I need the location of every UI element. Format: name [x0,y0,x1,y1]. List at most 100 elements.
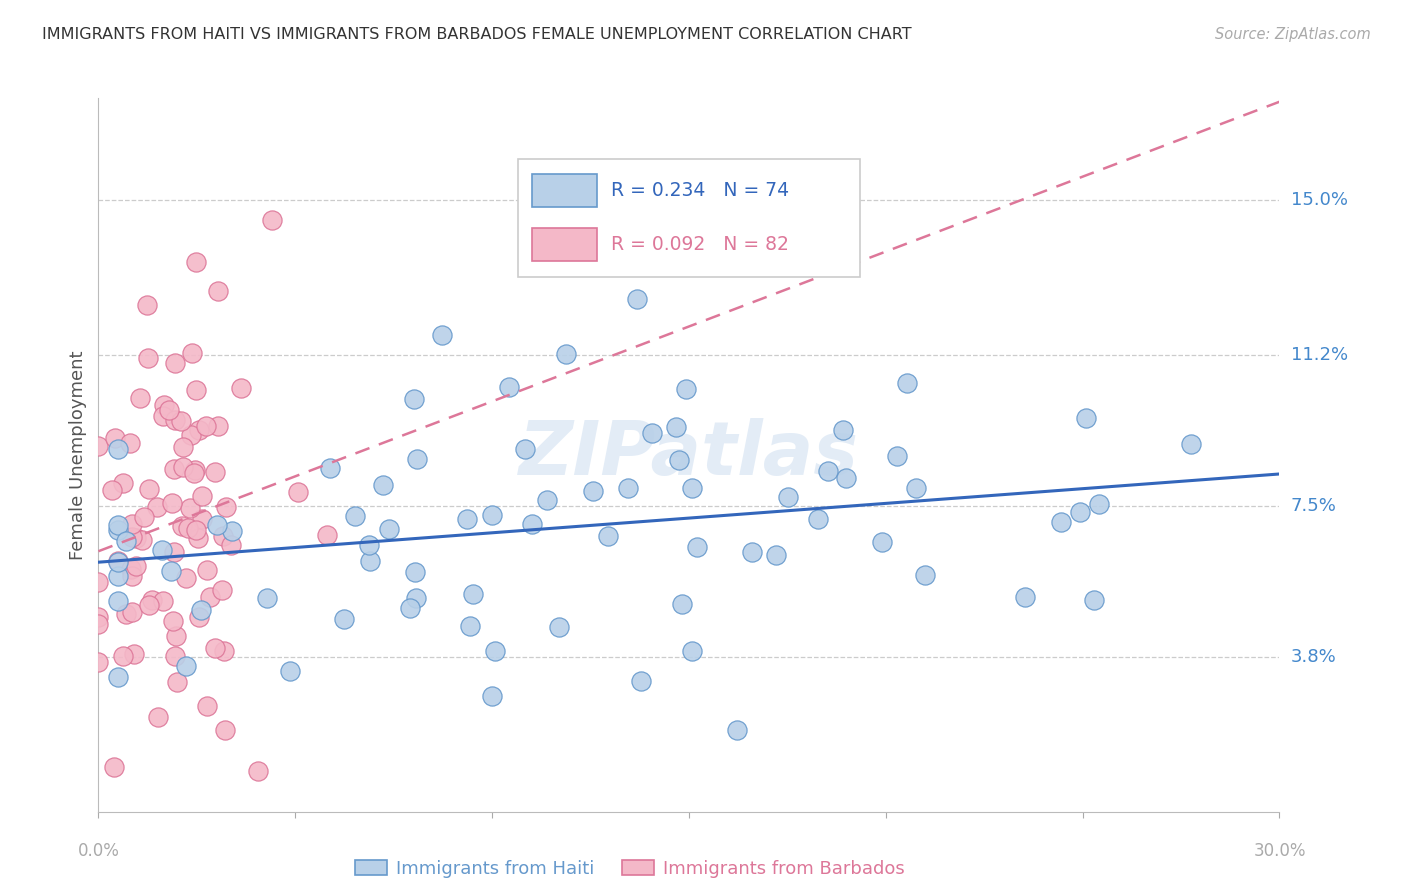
Point [138,483,160,497]
Point [107,555,129,569]
Point [596,529,619,543]
Point [207,285,229,299]
Point [481,690,503,704]
Point [107,593,129,607]
Point [111,475,134,490]
Point [111,648,134,663]
Point [200,591,222,605]
Legend: Immigrants from Haiti, Immigrants from Barbados: Immigrants from Haiti, Immigrants from B… [347,853,912,885]
Point [536,492,558,507]
Point [150,543,173,558]
Point [163,462,186,476]
FancyBboxPatch shape [517,159,860,277]
Point [463,587,485,601]
Point [103,760,125,774]
Point [626,292,648,306]
Point [115,607,138,622]
Point [343,508,366,523]
Point [807,512,830,526]
Point [87,656,110,670]
Point [404,565,426,579]
Point [555,347,578,361]
Point [165,629,187,643]
Text: IMMIGRANTS FROM HAITI VS IMMIGRANTS FROM BARBADOS FEMALE UNEMPLOYMENT CORRELATIO: IMMIGRANTS FROM HAITI VS IMMIGRANTS FROM… [42,27,912,42]
Point [138,598,160,612]
Point [107,442,129,457]
Point [132,510,155,524]
Point [146,500,169,514]
Point [166,674,188,689]
Point [159,564,181,578]
Point [191,512,214,526]
Point [741,545,763,559]
Point [172,440,194,454]
Point [172,459,194,474]
Point [205,518,228,533]
Point [190,602,212,616]
Point [617,481,640,495]
Point [104,431,127,445]
Point [121,605,143,619]
Point [87,610,110,624]
Text: 0.0%: 0.0% [77,842,120,860]
Point [671,597,693,611]
Point [765,548,787,562]
Text: 11.2%: 11.2% [1291,346,1348,364]
Point [197,563,219,577]
Point [121,516,143,531]
Point [215,500,238,515]
Point [247,764,270,778]
Point [641,426,664,441]
Point [121,568,143,582]
Point [582,483,605,498]
Point [177,521,200,535]
Text: Source: ZipAtlas.com: Source: ZipAtlas.com [1215,27,1371,42]
Point [685,540,707,554]
Point [675,382,697,396]
Point [174,658,197,673]
Point [547,620,569,634]
Point [181,346,204,360]
Point [120,562,142,576]
Point [162,614,184,628]
Point [107,569,129,583]
Point [211,582,233,597]
Point [214,723,236,738]
Y-axis label: Female Unemployment: Female Unemployment [69,351,87,559]
Point [1088,497,1111,511]
Point [165,648,187,663]
Point [371,478,394,492]
Point [681,481,703,495]
Point [319,460,342,475]
Point [157,403,180,417]
Point [122,647,145,661]
Text: ZIPatlas: ZIPatlas [519,418,859,491]
FancyBboxPatch shape [531,174,596,207]
Point [141,593,163,607]
Point [1083,593,1105,607]
Text: 7.5%: 7.5% [1291,497,1337,515]
Point [184,463,207,477]
Point [212,529,235,543]
Point [231,381,253,395]
Point [1069,505,1091,519]
Point [886,450,908,464]
Point [170,413,193,427]
Point [399,601,422,615]
Point [456,511,478,525]
Point [333,612,356,626]
Point [831,423,853,437]
Point [190,489,212,503]
Point [665,420,688,434]
Point [1180,437,1202,451]
Point [125,531,148,545]
Point [136,351,159,365]
Point [107,518,129,533]
Point [135,298,157,312]
Point [484,643,506,657]
Point [188,610,211,624]
Point [221,524,243,538]
Point [131,533,153,547]
Point [498,380,520,394]
Point [776,490,799,504]
